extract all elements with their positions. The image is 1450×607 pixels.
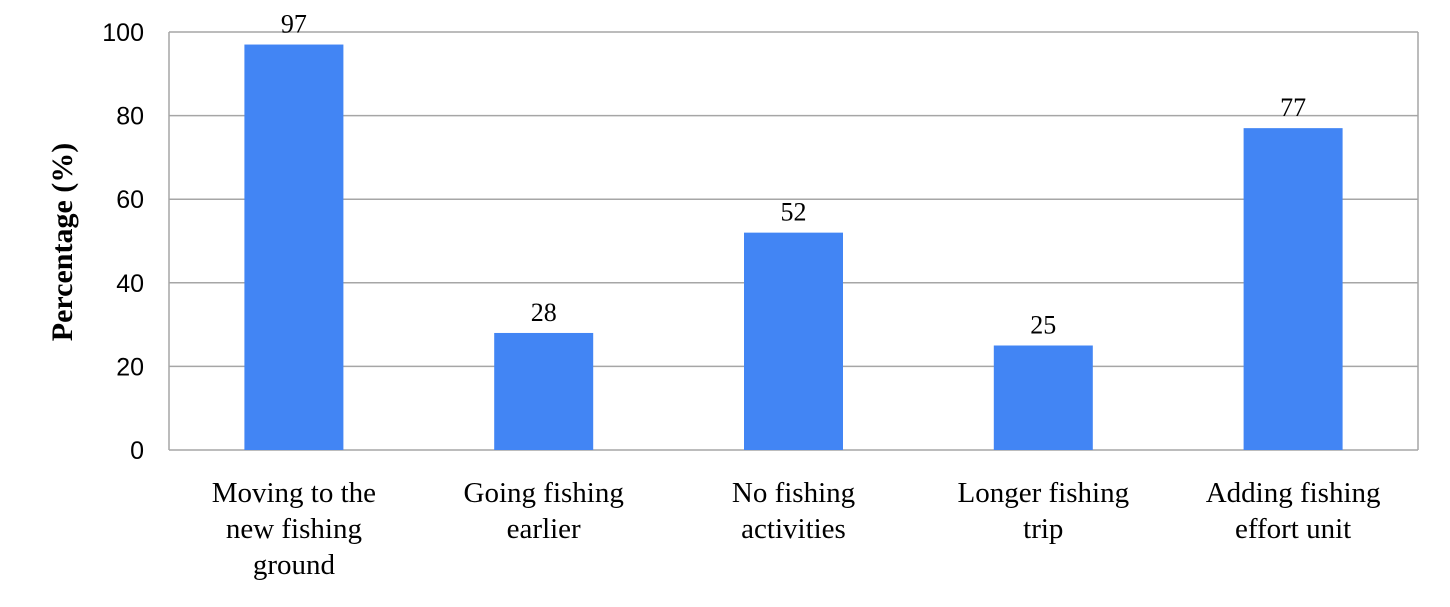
x-category-labels: Moving to the new fishing ground Going fish… [212,477,1381,581]
y-tick-label: 80 [116,103,144,131]
data-label: 77 [1280,93,1306,122]
data-label: 97 [281,10,307,39]
y-tick-label: 100 [102,19,144,47]
x-category-label: Going fishing earlier [464,477,624,545]
y-tick-label: 40 [116,270,144,298]
bar [494,332,594,450]
x-category-label: Adding fishing effort unit [1206,477,1381,545]
bar [744,232,843,450]
data-label: 28 [531,298,557,327]
y-tick-label: 20 [116,353,144,381]
bar [993,345,1093,450]
bar [1243,128,1343,450]
bar [244,44,344,450]
x-category-label: No fishing activities [732,477,855,545]
data-label: 52 [781,198,807,227]
x-category-label: Moving to the new fishing ground [212,477,376,581]
bars [244,44,1343,450]
y-axis-title: Percentage (%) [46,143,79,342]
y-tick-label: 0 [130,437,144,465]
y-tick-labels: 0 20 40 60 80 100 [102,19,144,465]
data-label: 25 [1030,311,1056,340]
y-tick-label: 60 [116,186,144,214]
x-category-label: Longer fishing trip [958,477,1130,545]
data-labels: 97 28 52 25 77 [281,10,1306,340]
